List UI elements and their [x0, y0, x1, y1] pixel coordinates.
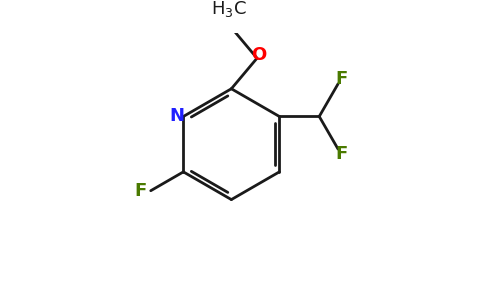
Text: F: F: [135, 182, 147, 200]
Text: F: F: [335, 145, 348, 163]
Text: F: F: [335, 70, 348, 88]
Text: $\mathregular{H_3C}$: $\mathregular{H_3C}$: [211, 0, 247, 19]
Text: O: O: [251, 46, 266, 64]
Text: N: N: [169, 106, 184, 124]
